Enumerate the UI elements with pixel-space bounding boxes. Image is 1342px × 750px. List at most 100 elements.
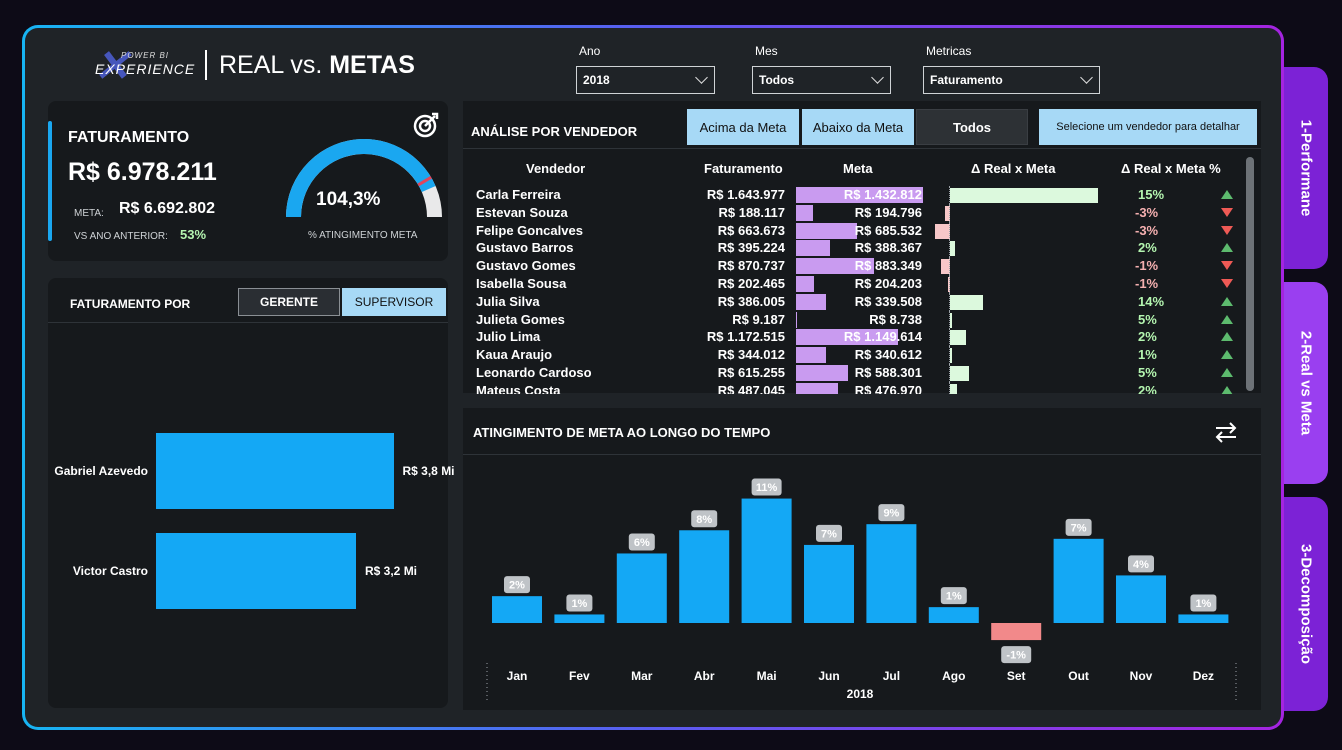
delta-axis	[949, 186, 950, 204]
filter-ano-dropdown[interactable]: 2018	[576, 66, 715, 94]
data-label-bg	[566, 594, 593, 612]
x-tick-label: Jan	[507, 669, 528, 683]
filter-mes-dropdown[interactable]: Todos	[752, 66, 891, 94]
table-row[interactable]: Leonardo Cardoso R$ 615.255 R$ 588.301 5%	[463, 364, 1253, 382]
delta-pct-value: 2%	[1138, 329, 1157, 345]
column-bar[interactable]	[1053, 538, 1104, 623]
data-label: 7%	[821, 528, 837, 540]
x-tick-label: Mai	[757, 669, 777, 683]
hbar-value-label: R$ 3,8 Mi	[402, 464, 455, 478]
delta-axis	[949, 310, 950, 329]
tab-performance[interactable]: 1-Performane	[1284, 67, 1328, 269]
table-row[interactable]: Estevan Souza R$ 188.117 R$ 194.796 -3%	[463, 203, 1253, 222]
kpi-accent-bar	[48, 121, 52, 241]
table-row[interactable]: Gustavo Barros R$ 395.224 R$ 388.367 2%	[463, 239, 1253, 258]
table-scrollbar-thumb[interactable]	[1246, 157, 1254, 391]
meta-bar	[796, 311, 797, 328]
x-tick-label: Set	[1007, 669, 1026, 683]
x-tick-label: Dez	[1193, 669, 1214, 683]
data-label: 8%	[696, 514, 712, 526]
data-label-bg	[751, 478, 782, 496]
delta-bar	[950, 241, 955, 257]
arrow-down-icon	[1221, 279, 1233, 288]
chevron-down-icon	[1080, 71, 1093, 84]
table-row[interactable]: Julieta Gomes R$ 9.187 R$ 8.738 5%	[463, 310, 1253, 329]
vendedor-title: ANÁLISE POR VENDEDOR	[471, 124, 638, 139]
vendedor-name: Mateus Costa	[476, 382, 561, 394]
hbar[interactable]	[156, 433, 394, 509]
gauge-label: % ATINGIMENTO META	[308, 230, 418, 241]
kpi-card: FATURAMENTO R$ 6.978.211 META: R$ 6.692.…	[48, 101, 448, 261]
column-bar[interactable]	[928, 607, 979, 623]
gauge-fill	[286, 139, 436, 217]
table-scrollbar[interactable]	[1246, 157, 1254, 391]
table-row[interactable]: Kaua Araujo R$ 344.012 R$ 340.612 1%	[463, 346, 1253, 365]
faturamento-por-card: FATURAMENTO POR GERENTE SUPERVISOR Gabri…	[48, 278, 455, 708]
faturamento-value: R$ 202.465	[717, 276, 785, 291]
x-tick-label: Out	[1068, 669, 1089, 683]
column-bar[interactable]	[1116, 575, 1166, 623]
column-bar[interactable]	[616, 553, 667, 623]
x-axis-label: 2018	[847, 687, 874, 701]
data-label-bg	[1190, 594, 1217, 612]
column-bar[interactable]	[741, 498, 792, 623]
filter-metricas-dropdown[interactable]: Faturamento	[923, 66, 1100, 94]
meta-bar	[796, 365, 849, 381]
column-bar[interactable]	[804, 544, 854, 623]
col-faturamento: Faturamento	[704, 161, 783, 176]
delta-pct-value: 1%	[1138, 347, 1157, 363]
meta-bar	[796, 187, 923, 203]
divider	[48, 322, 448, 323]
data-label: 1%	[571, 598, 587, 610]
delta-bar	[950, 366, 969, 381]
column-bar[interactable]	[991, 623, 1042, 641]
table-row[interactable]: Carla Ferreira R$ 1.643.977 R$ 1.432.812 15…	[463, 186, 1253, 204]
title-light: REAL vs.	[219, 51, 330, 79]
meta-value: R$ 204.203	[854, 276, 922, 291]
gerente-button[interactable]: GERENTE	[238, 288, 340, 316]
column-bar[interactable]	[866, 524, 917, 623]
tab-decomposicao[interactable]: 3-Decomposição	[1284, 497, 1328, 711]
meta-bar	[796, 222, 857, 239]
data-label: 11%	[756, 482, 778, 494]
column-bar[interactable]	[492, 596, 542, 623]
data-label: -1%	[1006, 650, 1026, 662]
column-bar[interactable]	[554, 614, 605, 623]
abaixo-da-meta-button[interactable]: Abaixo da Meta	[802, 109, 914, 145]
swap-arrows-icon[interactable]	[1213, 420, 1239, 444]
delta-bar	[950, 294, 983, 310]
meta-value: R$ 388.367	[854, 240, 922, 256]
filter-metricas-label: Metricas	[926, 44, 972, 58]
data-label-bg	[940, 587, 967, 605]
table-row[interactable]: Mateus Costa R$ 487.045 R$ 476.970 2%	[463, 381, 1253, 394]
hbar[interactable]	[156, 533, 356, 609]
tab-real-vs-meta[interactable]: 2-Real vs Meta	[1284, 282, 1328, 484]
acima-da-meta-button[interactable]: Acima da Meta	[687, 109, 799, 145]
faturamento-value: R$ 9.187	[732, 311, 785, 327]
table-row[interactable]: Julio Lima R$ 1.172.515 R$ 1.149.614 2%	[463, 328, 1253, 347]
delta-bar	[945, 205, 950, 221]
supervisor-button[interactable]: SUPERVISOR	[342, 288, 446, 316]
table-row[interactable]: Gustavo Gomes R$ 870.737 R$ 883.349 -1%	[463, 257, 1253, 276]
delta-pct-value: -3%	[1135, 222, 1159, 238]
table-row[interactable]: Felipe Goncalves R$ 663.673 R$ 685.532 -3%	[463, 221, 1253, 240]
page-title: REAL vs. METAS	[205, 50, 415, 80]
gauge-target-marker	[417, 176, 432, 187]
x-tick-label: Jun	[818, 669, 839, 683]
column-bar[interactable]	[679, 530, 730, 623]
gauge-percentage: 104,3%	[316, 189, 381, 210]
detalhar-vendedor-button[interactable]: Selecione um vendedor para detalhar	[1039, 109, 1257, 145]
faturamento-value: R$ 870.737	[717, 258, 785, 274]
vendedor-name: Carla Ferreira	[476, 187, 561, 202]
delta-axis	[949, 275, 950, 293]
column-bar[interactable]	[1178, 614, 1229, 623]
filter-ano-label: Ano	[579, 44, 601, 58]
logo-top-text: POWER BI	[121, 51, 170, 60]
title-bold: METAS	[329, 51, 415, 79]
arrow-up-icon	[1221, 385, 1233, 394]
table-row[interactable]: Isabella Sousa R$ 202.465 R$ 204.203 -1%	[463, 275, 1253, 293]
table-row[interactable]: Julia Silva R$ 386.005 R$ 339.508 14%	[463, 292, 1253, 311]
faturamento-value: R$ 386.005	[717, 293, 785, 309]
meta-value: R$ 1.149.614	[843, 329, 922, 345]
todos-button[interactable]: Todos	[916, 109, 1028, 145]
